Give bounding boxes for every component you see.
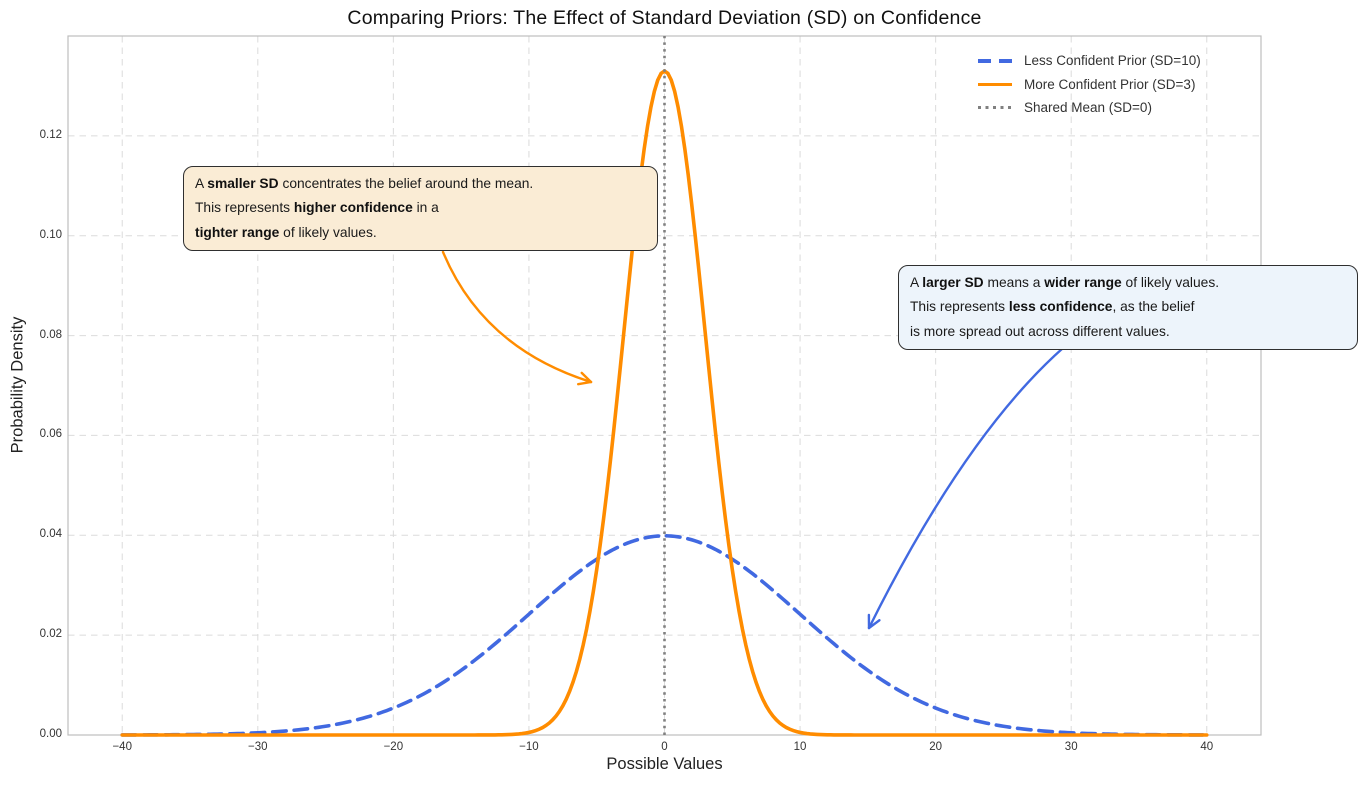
x-tick-label: −40 (112, 741, 132, 753)
x-tick-label: −10 (519, 741, 539, 753)
dashed-line-sample-icon (978, 59, 1012, 63)
annotation-larger-sd: A larger SD means a wider range of likel… (898, 265, 1358, 350)
y-tick-label: 0.04 (39, 528, 62, 541)
y-tick-label: 0.08 (39, 328, 62, 341)
x-axis-label: Possible Values (606, 755, 723, 773)
annotation-line: A larger SD means a wider range of likel… (910, 275, 1220, 290)
annotation-line: tighter range of likely values. (195, 224, 377, 240)
chart-title: Comparing Priors: The Effect of Standard… (347, 7, 982, 29)
x-tick-label: 10 (793, 741, 807, 753)
annotation-smaller-sd: A smaller SD concentrates the belief aro… (183, 166, 658, 251)
y-tick-label: 0.00 (39, 728, 62, 740)
annotation-line: A smaller SD concentrates the belief aro… (195, 176, 534, 191)
legend-label: More Confident Prior (SD=3) (1024, 76, 1196, 92)
solid-line-sample-icon (978, 82, 1012, 86)
annotation-line: This represents higher confidence in a (195, 200, 439, 216)
x-tick-label: 40 (1200, 741, 1214, 753)
legend-label: Less Confident Prior (SD=10) (1024, 53, 1201, 69)
legend-label: Shared Mean (SD=0) (1024, 100, 1152, 116)
x-tick-label: 30 (1064, 741, 1078, 753)
annotation-line: This represents less confidence, as the … (910, 299, 1195, 315)
x-tick-label: 20 (929, 741, 943, 753)
y-tick-label: 0.12 (39, 128, 62, 141)
y-tick-label: 0.02 (39, 628, 62, 641)
legend: Less Confident Prior (SD=10) More Confid… (978, 49, 1201, 120)
y-tick-label: 0.10 (39, 228, 62, 241)
legend-item-more-confident: More Confident Prior (SD=3) (978, 73, 1201, 97)
x-tick-label: −20 (383, 741, 404, 753)
legend-item-shared-mean: Shared Mean (SD=0) (978, 96, 1201, 120)
x-tick-label: −30 (248, 741, 268, 753)
x-tick-label: 0 (661, 741, 668, 753)
dotted-line-sample-icon (978, 106, 1012, 110)
annotation-line: is more spread out across different valu… (910, 323, 1170, 339)
y-tick-label: 0.06 (39, 428, 62, 441)
legend-item-less-confident: Less Confident Prior (SD=10) (978, 49, 1201, 73)
